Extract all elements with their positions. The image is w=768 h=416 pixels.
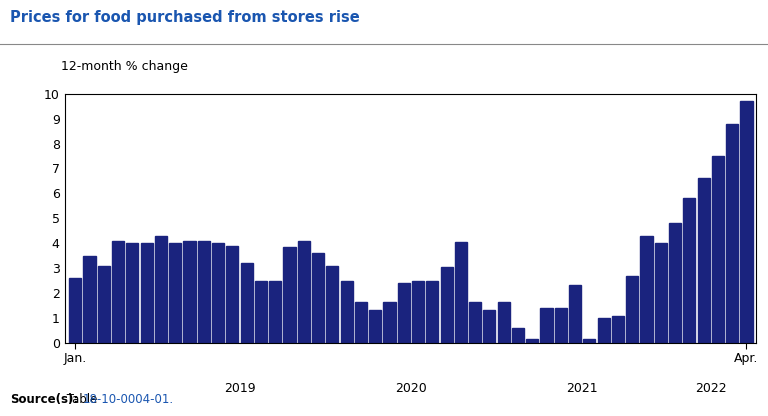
Bar (469, 302, 482, 343)
Text: 2019: 2019 (223, 382, 255, 395)
Bar (155, 236, 167, 343)
Bar (383, 302, 396, 343)
Bar (112, 241, 124, 343)
Bar (312, 253, 324, 343)
Bar (712, 156, 724, 343)
Text: 2020: 2020 (395, 382, 427, 395)
Text: 2021: 2021 (567, 382, 598, 395)
Bar (98, 266, 110, 343)
Bar (598, 318, 610, 343)
Bar (269, 281, 281, 343)
Bar (526, 339, 538, 343)
Bar (669, 223, 681, 343)
Bar (84, 256, 96, 343)
Bar (184, 241, 196, 343)
Bar (197, 241, 210, 343)
Bar (340, 281, 353, 343)
Bar (697, 178, 710, 343)
Bar (283, 247, 296, 343)
Bar (541, 308, 553, 343)
Bar (512, 328, 524, 343)
Bar (726, 124, 738, 343)
Bar (626, 276, 638, 343)
Bar (584, 339, 595, 343)
Bar (69, 278, 81, 343)
Bar (412, 281, 424, 343)
Text: Prices for food purchased from stores rise: Prices for food purchased from stores ri… (10, 10, 359, 25)
Bar (369, 310, 381, 343)
Bar (169, 243, 181, 343)
Bar (498, 302, 510, 343)
Bar (240, 263, 253, 343)
Text: 12-month % change: 12-month % change (61, 60, 188, 73)
Bar (298, 241, 310, 343)
Bar (227, 246, 238, 343)
Text: 2022: 2022 (695, 382, 727, 395)
Text: 18-10-0004-01.: 18-10-0004-01. (83, 393, 174, 406)
Bar (483, 310, 495, 343)
Bar (212, 243, 224, 343)
Text: Source(s):: Source(s): (10, 393, 78, 406)
Bar (126, 243, 138, 343)
Bar (141, 243, 153, 343)
Bar (455, 242, 467, 343)
Bar (554, 308, 567, 343)
Bar (326, 266, 339, 343)
Bar (641, 236, 653, 343)
Bar (441, 267, 452, 343)
Text: Table: Table (63, 393, 101, 406)
Bar (740, 101, 753, 343)
Bar (426, 281, 439, 343)
Bar (655, 243, 667, 343)
Bar (355, 302, 367, 343)
Bar (569, 285, 581, 343)
Bar (684, 198, 696, 343)
Bar (398, 283, 410, 343)
Bar (255, 281, 267, 343)
Bar (612, 316, 624, 343)
